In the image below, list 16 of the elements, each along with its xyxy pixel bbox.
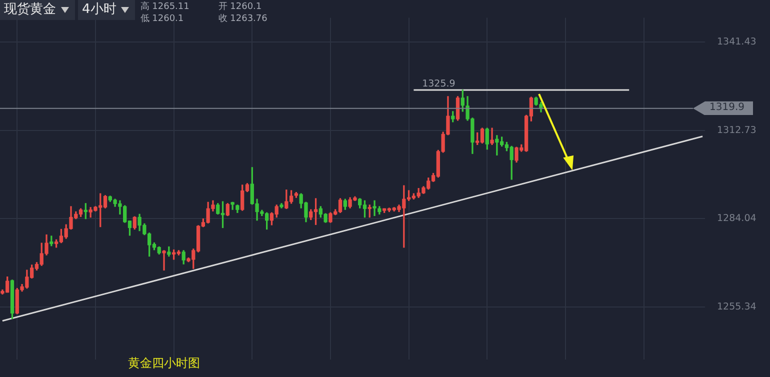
annotation: 收 1263.76 xyxy=(218,13,268,25)
ref-line-label: 1319.9 xyxy=(693,101,753,116)
y-tick-label: 1312.73 xyxy=(717,124,756,136)
text: 开 1260.1 xyxy=(218,1,263,13)
candlestick xyxy=(490,128,494,146)
text: 黄金四小时图 xyxy=(128,355,200,372)
candlestick xyxy=(162,250,166,270)
text: 4小时 xyxy=(82,1,116,19)
y-tick-label: 1284.04 xyxy=(717,213,756,224)
y-tick-label: 1341.43 xyxy=(717,36,756,48)
candlestick xyxy=(372,200,376,216)
annotation: 低 1260.1 xyxy=(140,13,185,25)
annotation: 1325.9 xyxy=(422,78,456,90)
text: 高 1265.11 xyxy=(140,1,190,13)
y-tick-label: 1255.34 xyxy=(717,301,756,312)
text: 现货黄金 xyxy=(4,1,56,19)
